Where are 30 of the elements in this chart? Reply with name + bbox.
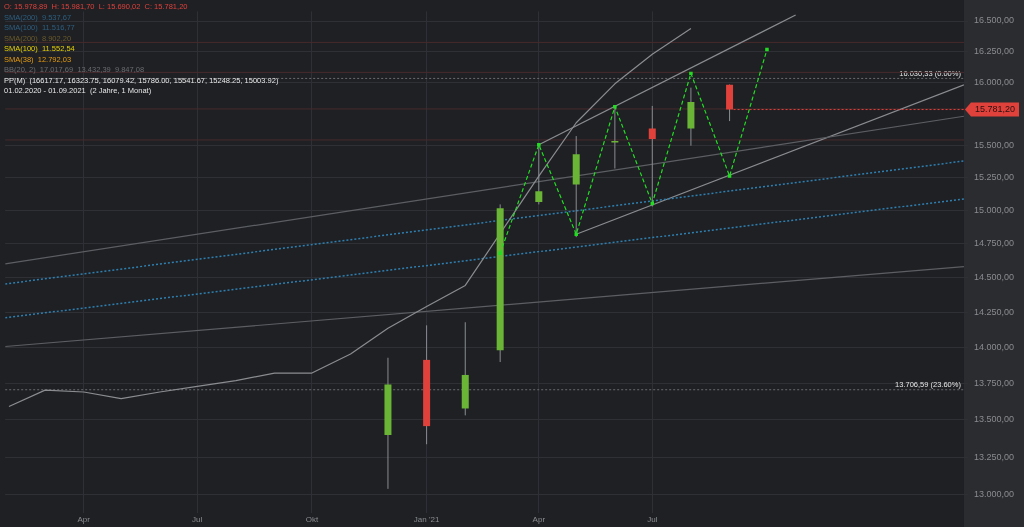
annotation: 15.781,20 xyxy=(974,104,1016,115)
y-tick-label: 14.500,00 xyxy=(973,272,1015,283)
y-tick-label: 13.250,00 xyxy=(973,451,1015,462)
y-tick-label: 15.250,00 xyxy=(973,172,1015,183)
y-tick-label: 15.500,00 xyxy=(973,139,1015,150)
y-tick-label: 16.250,00 xyxy=(973,45,1015,56)
point xyxy=(574,232,578,236)
point xyxy=(650,201,654,206)
x-tick-label: Jan '21 xyxy=(413,515,440,525)
x-tick-label: Okt xyxy=(305,515,319,525)
candlestick xyxy=(648,105,656,208)
y-tick-label: 14.750,00 xyxy=(973,238,1015,249)
point xyxy=(537,142,541,147)
x-tick-label: Jul xyxy=(647,515,658,525)
y-tick-label: 13.000,00 xyxy=(973,489,1015,500)
x-tick-label: Apr xyxy=(77,515,91,525)
point xyxy=(613,104,617,109)
point xyxy=(765,47,769,52)
y-tick-label: 13.750,00 xyxy=(973,377,1015,388)
y-tick-label: 14.000,00 xyxy=(973,342,1015,353)
y-tick-label: 15.000,00 xyxy=(973,204,1015,215)
point xyxy=(498,251,502,255)
x-tick-label: Apr xyxy=(532,515,546,525)
y-tick-label: 14.250,00 xyxy=(973,306,1015,317)
x-tick-label: Jul xyxy=(192,515,203,525)
y-tick-label: 16.500,00 xyxy=(973,15,1015,26)
point xyxy=(727,174,732,178)
y-tick-label: 16.000,00 xyxy=(973,76,1015,87)
y-tick-label: 13.500,00 xyxy=(973,414,1015,425)
point xyxy=(689,71,693,76)
